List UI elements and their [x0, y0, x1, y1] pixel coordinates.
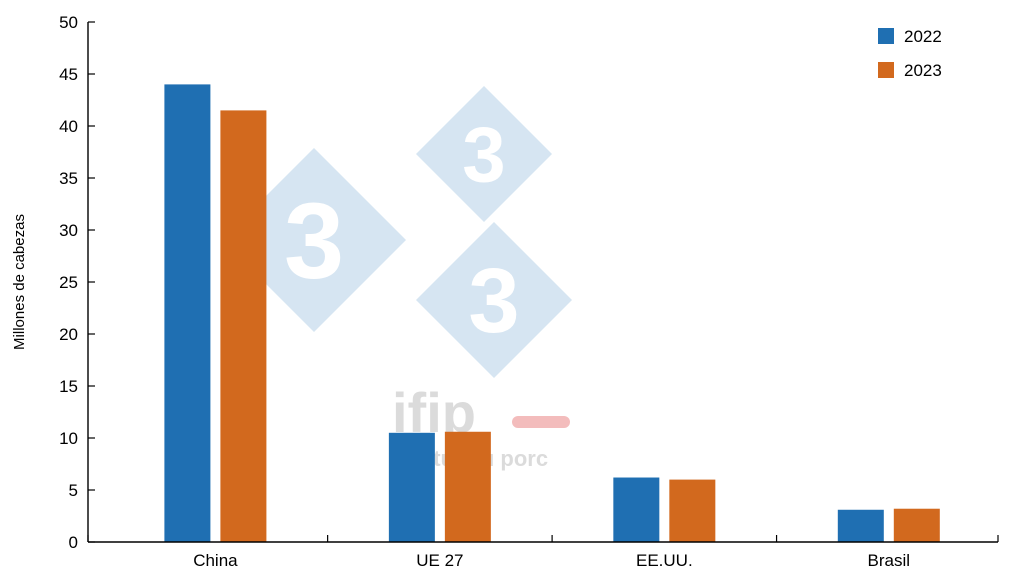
watermark-ifip-dash — [512, 416, 570, 428]
y-tick-label: 15 — [59, 377, 78, 396]
y-tick-label: 45 — [59, 65, 78, 84]
x-category-label: UE 27 — [416, 551, 463, 570]
bar — [838, 510, 884, 542]
legend-label: 2022 — [904, 27, 942, 46]
bar-chart: 333ifipInstitut du porc05101520253035404… — [0, 0, 1032, 585]
chart-container: 333ifipInstitut du porc05101520253035404… — [0, 0, 1032, 585]
y-tick-label: 20 — [59, 325, 78, 344]
y-tick-label: 25 — [59, 273, 78, 292]
y-tick-label: 0 — [69, 533, 78, 552]
x-category-label: Brasil — [868, 551, 911, 570]
x-category-label: China — [193, 551, 238, 570]
legend-label: 2023 — [904, 61, 942, 80]
legend-swatch — [878, 28, 894, 44]
legend: 2022 2023 — [878, 27, 942, 80]
bar — [389, 433, 435, 542]
bar — [220, 110, 266, 542]
legend-swatch — [878, 62, 894, 78]
bar — [894, 509, 940, 542]
bar — [613, 478, 659, 542]
bar — [164, 84, 210, 542]
y-tick-label: 50 — [59, 13, 78, 32]
y-tick-label: 5 — [69, 481, 78, 500]
y-tick-label: 10 — [59, 429, 78, 448]
x-category-label: EE.UU. — [636, 551, 693, 570]
watermark-digit: 3 — [462, 110, 505, 198]
watermark-digit: 3 — [284, 180, 344, 301]
y-tick-label: 35 — [59, 169, 78, 188]
y-tick-label: 30 — [59, 221, 78, 240]
y-axis-title: Millones de cabezas — [11, 214, 28, 350]
watermark-diamonds: 3 3 3 — [222, 86, 572, 378]
watermark-digit: 3 — [468, 250, 519, 352]
bar — [445, 432, 491, 542]
bar — [669, 480, 715, 542]
y-tick-label: 40 — [59, 117, 78, 136]
